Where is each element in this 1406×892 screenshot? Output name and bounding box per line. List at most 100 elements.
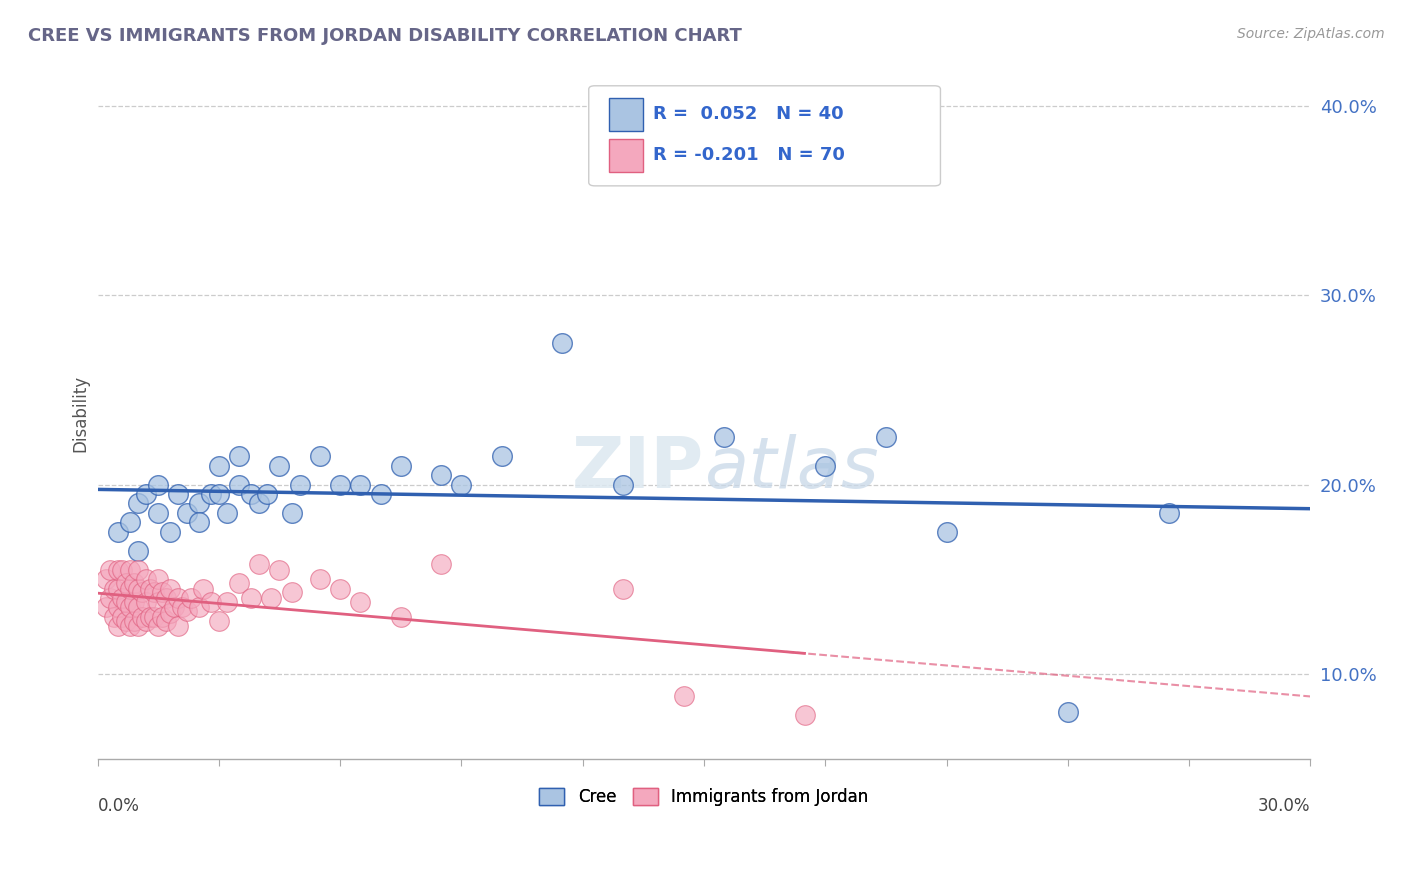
Point bbox=[176, 604, 198, 618]
Point bbox=[228, 449, 250, 463]
Point bbox=[491, 449, 513, 463]
Point bbox=[200, 487, 222, 501]
Text: ZIP: ZIP bbox=[572, 434, 704, 503]
Point bbox=[139, 610, 162, 624]
Point bbox=[280, 506, 302, 520]
Point bbox=[127, 496, 149, 510]
Point bbox=[172, 600, 194, 615]
Point bbox=[215, 595, 238, 609]
Point bbox=[115, 614, 138, 628]
Point bbox=[180, 591, 202, 605]
Point bbox=[148, 619, 170, 633]
Point bbox=[131, 585, 153, 599]
Text: atlas: atlas bbox=[704, 434, 879, 503]
Point bbox=[309, 572, 332, 586]
Point bbox=[107, 524, 129, 539]
Point bbox=[107, 619, 129, 633]
Point bbox=[247, 496, 270, 510]
Text: 0.0%: 0.0% bbox=[97, 797, 139, 814]
FancyBboxPatch shape bbox=[589, 86, 941, 186]
Point bbox=[94, 572, 117, 586]
Point bbox=[240, 591, 263, 605]
Point bbox=[150, 585, 173, 599]
Point bbox=[875, 430, 897, 444]
Point bbox=[167, 487, 190, 501]
Text: CREE VS IMMIGRANTS FROM JORDAN DISABILITY CORRELATION CHART: CREE VS IMMIGRANTS FROM JORDAN DISABILIT… bbox=[28, 27, 742, 45]
Point bbox=[150, 610, 173, 624]
Text: Source: ZipAtlas.com: Source: ZipAtlas.com bbox=[1237, 27, 1385, 41]
Point bbox=[935, 524, 957, 539]
Point bbox=[111, 563, 134, 577]
Y-axis label: Disability: Disability bbox=[72, 376, 89, 452]
Point bbox=[135, 487, 157, 501]
Point bbox=[148, 595, 170, 609]
Point bbox=[103, 582, 125, 596]
Point bbox=[329, 582, 352, 596]
Point bbox=[159, 606, 181, 620]
Point bbox=[163, 600, 186, 615]
Point bbox=[430, 468, 453, 483]
Point bbox=[148, 572, 170, 586]
Point bbox=[127, 582, 149, 596]
Point bbox=[187, 516, 209, 530]
Point bbox=[118, 619, 141, 633]
Point bbox=[127, 543, 149, 558]
Point bbox=[94, 600, 117, 615]
Point bbox=[159, 582, 181, 596]
Point bbox=[256, 487, 278, 501]
Point bbox=[103, 610, 125, 624]
Point bbox=[794, 708, 817, 723]
Point bbox=[118, 516, 141, 530]
Point bbox=[269, 563, 291, 577]
Point bbox=[148, 506, 170, 520]
Point bbox=[115, 575, 138, 590]
Point bbox=[370, 487, 392, 501]
Point bbox=[135, 595, 157, 609]
Point bbox=[228, 575, 250, 590]
Point bbox=[127, 619, 149, 633]
Point bbox=[139, 582, 162, 596]
Point bbox=[127, 600, 149, 615]
Point bbox=[269, 458, 291, 473]
Point bbox=[309, 449, 332, 463]
Point bbox=[187, 600, 209, 615]
Point bbox=[430, 557, 453, 571]
Point bbox=[143, 610, 166, 624]
Point bbox=[159, 524, 181, 539]
Text: 30.0%: 30.0% bbox=[1258, 797, 1310, 814]
Point bbox=[672, 690, 695, 704]
Point bbox=[107, 563, 129, 577]
Point bbox=[713, 430, 735, 444]
Point bbox=[98, 563, 121, 577]
Point bbox=[208, 487, 231, 501]
Point bbox=[200, 595, 222, 609]
FancyBboxPatch shape bbox=[609, 97, 644, 130]
Point bbox=[135, 572, 157, 586]
Point bbox=[118, 600, 141, 615]
Point bbox=[148, 477, 170, 491]
Point bbox=[551, 335, 574, 350]
Point bbox=[1056, 705, 1078, 719]
Point bbox=[107, 582, 129, 596]
Point bbox=[612, 582, 634, 596]
Point bbox=[118, 563, 141, 577]
Point bbox=[612, 477, 634, 491]
Point bbox=[122, 575, 145, 590]
Point bbox=[155, 614, 177, 628]
Point bbox=[1157, 506, 1180, 520]
Point bbox=[814, 458, 837, 473]
Text: R =  0.052   N = 40: R = 0.052 N = 40 bbox=[652, 105, 844, 123]
Point bbox=[98, 591, 121, 605]
Point bbox=[450, 477, 472, 491]
Point bbox=[389, 610, 412, 624]
Text: R = -0.201   N = 70: R = -0.201 N = 70 bbox=[652, 146, 845, 164]
Point bbox=[131, 610, 153, 624]
Point bbox=[187, 496, 209, 510]
Point bbox=[228, 477, 250, 491]
Point bbox=[155, 591, 177, 605]
Point bbox=[215, 506, 238, 520]
Point bbox=[280, 585, 302, 599]
Point bbox=[240, 487, 263, 501]
Point bbox=[176, 506, 198, 520]
Point bbox=[122, 595, 145, 609]
